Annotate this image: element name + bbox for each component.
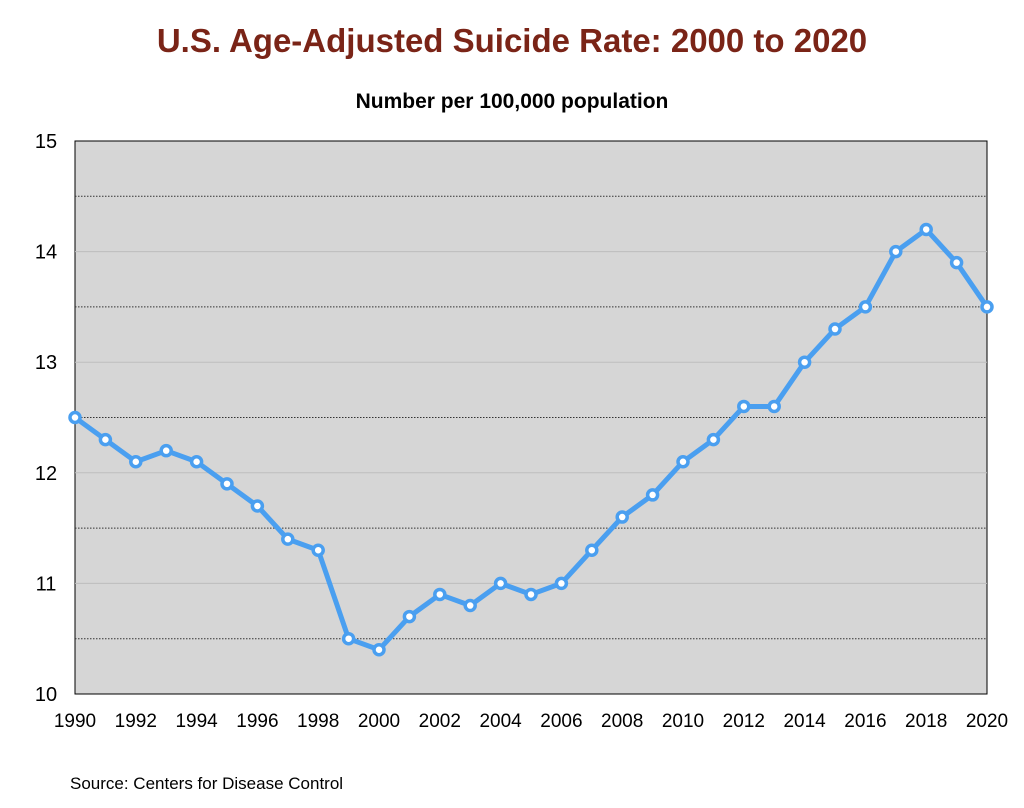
y-axis-ticks: 10 11 12 13 14 15 — [35, 131, 57, 706]
data-point — [250, 499, 265, 513]
x-axis-ticks: 1990 1992 1994 1996 1998 2000 2002 2004 2006 2008… — [54, 711, 1008, 732]
x-tick-label: 2004 — [479, 711, 522, 732]
chart-title: U.S. Age-Adjusted Suicide Rate: 2000 to … — [156, 22, 868, 59]
x-tick-label: 1990 — [54, 711, 96, 732]
data-point — [98, 432, 113, 447]
data-point — [797, 355, 812, 369]
data-point — [737, 399, 751, 414]
x-tick-label: 2018 — [905, 711, 947, 732]
data-point — [554, 576, 569, 591]
x-tick-label: 2012 — [723, 711, 765, 732]
data-point — [220, 477, 234, 491]
data-point — [919, 222, 933, 237]
source-note: Source: Centers for Disease Control — [70, 774, 344, 793]
data-point — [341, 631, 356, 646]
data-point — [402, 609, 417, 624]
data-point — [129, 454, 143, 469]
x-tick-label: 1996 — [236, 711, 278, 732]
x-tick-label: 2000 — [358, 711, 400, 732]
x-tick-label: 2014 — [783, 711, 826, 732]
data-point — [706, 432, 721, 447]
x-tick-label: 2016 — [844, 711, 886, 732]
data-point — [524, 587, 538, 602]
series-layer — [68, 222, 994, 657]
x-tick-label: 1998 — [297, 711, 339, 732]
y-tick-label: 10 — [35, 684, 57, 706]
data-point — [68, 410, 82, 425]
data-point — [980, 300, 994, 314]
data-point — [189, 454, 204, 469]
data-point — [311, 543, 325, 557]
data-point — [585, 543, 599, 557]
y-tick-label: 14 — [35, 242, 57, 264]
data-point — [949, 255, 964, 270]
y-tick-label: 11 — [36, 573, 57, 595]
data-point — [615, 510, 629, 524]
data-point — [493, 576, 508, 591]
chart-subtitle: Number per 100,000 population — [355, 90, 669, 113]
x-tick-label: 2010 — [662, 711, 704, 732]
x-tick-label: 2006 — [540, 711, 582, 732]
data-point — [433, 587, 447, 602]
data-point — [858, 300, 873, 314]
data-point — [645, 488, 660, 502]
x-tick-label: 1994 — [175, 711, 218, 732]
data-point — [828, 322, 842, 336]
x-tick-label: 2002 — [419, 711, 461, 732]
data-point — [889, 244, 903, 259]
data-point — [676, 454, 690, 469]
gridlines — [75, 195, 987, 640]
data-point — [281, 532, 295, 546]
y-tick-label: 12 — [35, 463, 57, 485]
x-tick-label: 1992 — [115, 711, 157, 732]
data-point — [463, 598, 477, 613]
x-tick-label: 2008 — [601, 711, 643, 732]
x-tick-label: 2020 — [966, 711, 1008, 732]
data-point — [159, 443, 173, 458]
y-tick-label: 15 — [35, 131, 57, 153]
y-tick-label: 13 — [35, 352, 57, 374]
data-point — [372, 643, 386, 657]
data-point — [767, 399, 781, 414]
